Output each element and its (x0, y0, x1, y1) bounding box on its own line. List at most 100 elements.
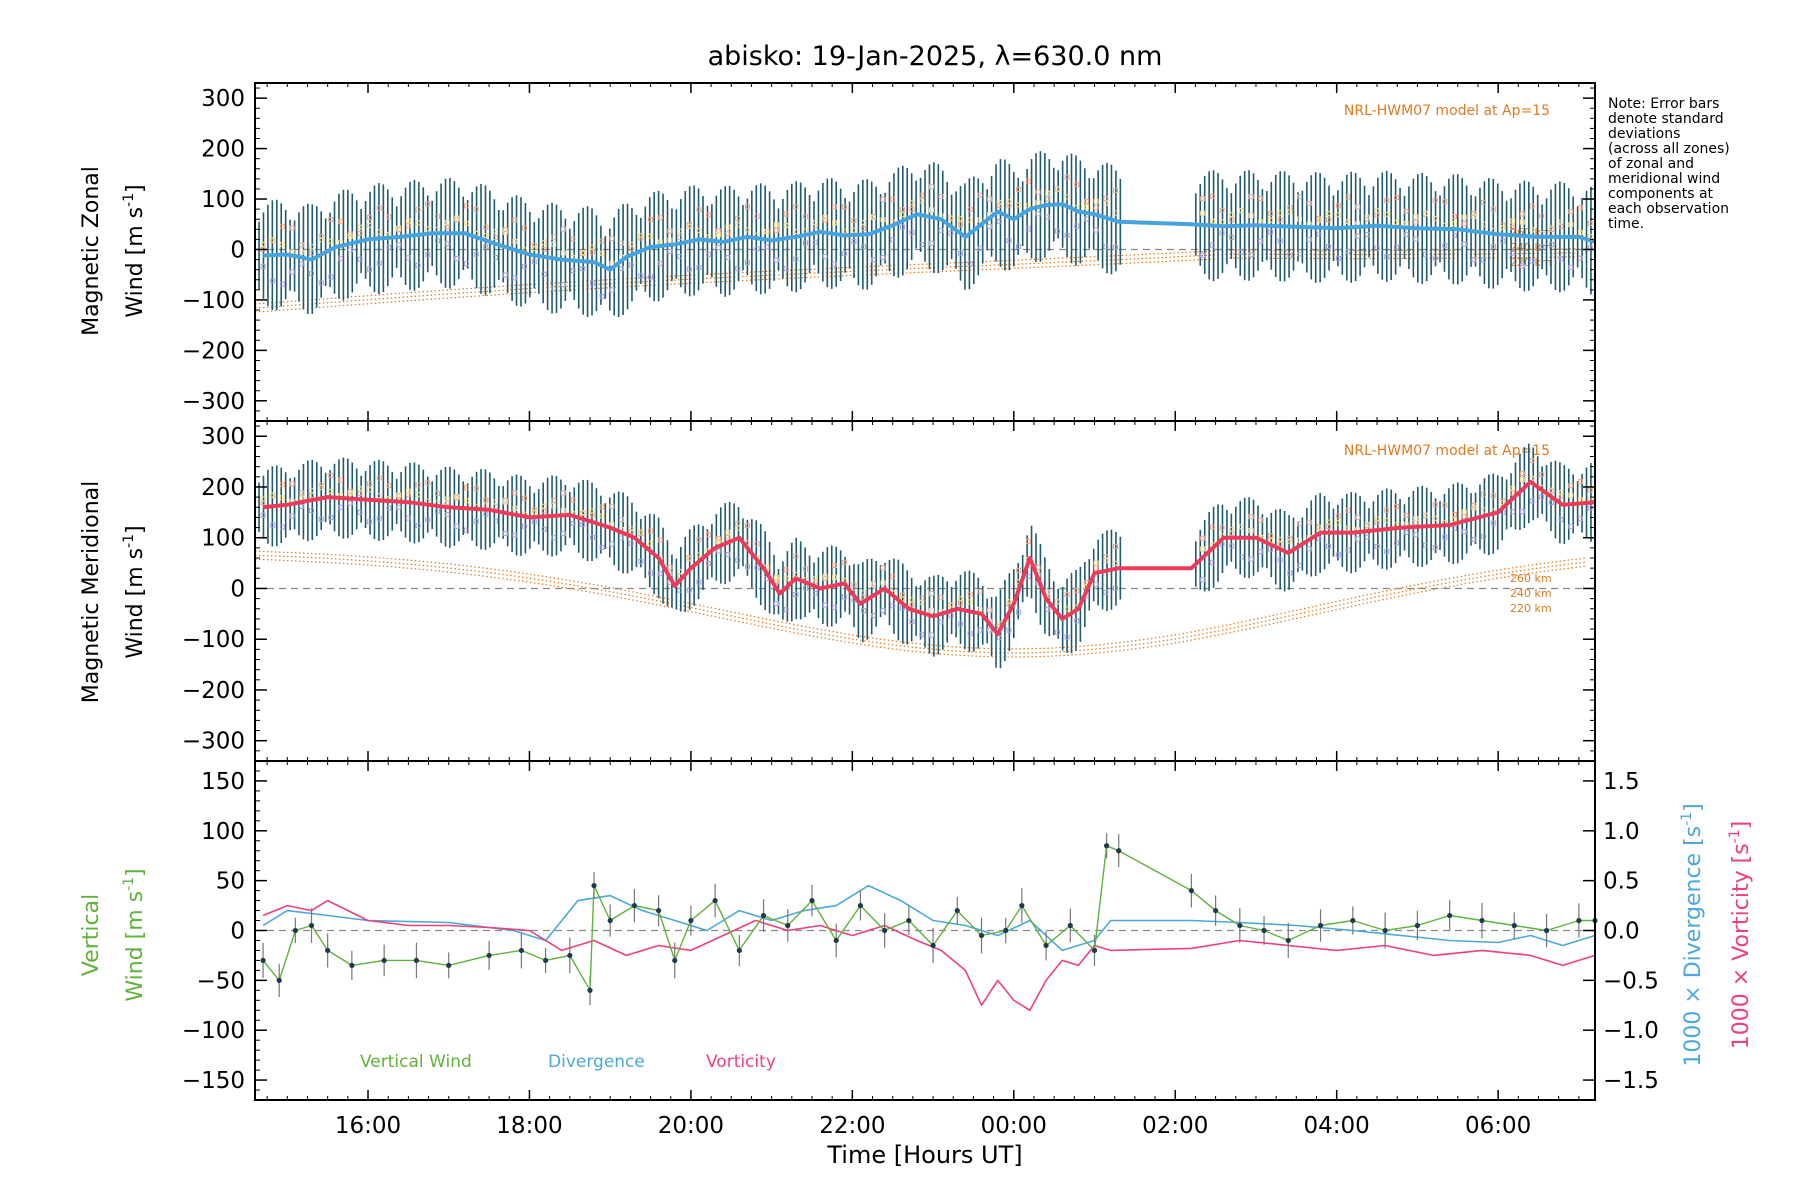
zonal-scatter-point (1558, 224, 1564, 230)
zonal-scatter-point (928, 207, 934, 213)
zonal-scatter-point (1297, 194, 1303, 200)
meridional-scatter-point (928, 591, 934, 597)
meridional-scatter-point (1064, 592, 1070, 598)
zonal-scatter-point (1113, 210, 1119, 216)
zonal-scatter-point (1539, 244, 1545, 250)
meridional-scatter-point (841, 559, 847, 565)
zonal-ylabel-end: ] (123, 184, 148, 193)
meridional-scatter-point (396, 492, 402, 498)
zonal-scatter-point (948, 230, 954, 236)
zonal-scatter-point (309, 244, 315, 250)
meridional-scatter-point (628, 541, 634, 547)
vertical-wind-point (1237, 922, 1243, 929)
zonal-scatter-point (715, 245, 721, 251)
meridional-scatter-point (522, 523, 528, 529)
meridional-scatter-point (570, 497, 576, 503)
zonal-scatter-point (1442, 199, 1448, 205)
meridional-scatter-point (861, 590, 867, 596)
meridional-scatter-point (812, 579, 818, 585)
zonal-scatter-point (483, 232, 489, 238)
zonal-scatter-point (531, 242, 537, 248)
meridional-scatter-point (648, 528, 654, 534)
zonal-scatter-point (328, 216, 334, 222)
meridional-scatter-point (338, 504, 344, 510)
zonal-scatter-point (754, 213, 760, 219)
zonal-scatter-point (1267, 211, 1273, 217)
zonal-scatter-point (638, 273, 644, 279)
meridional-scatter-point (1335, 513, 1341, 519)
meridional-scatter-point (618, 535, 624, 541)
meridional-scatter-point (493, 518, 499, 524)
meridional-scatter-point (1287, 535, 1293, 541)
meridional-model-curve (254, 558, 1587, 658)
meridional-panel: Magnetic Meridional Wind [m s-1] NRL-HWM… (79, 420, 1596, 762)
zonal-scatter-point (880, 255, 886, 261)
meridional-model-altitude-label: 220 km (1510, 602, 1552, 615)
zonal-scatter-point (851, 217, 857, 223)
zonal-scatter-point (299, 249, 305, 255)
zonal-scatter-point (338, 218, 344, 224)
zonal-scatter-point (473, 206, 479, 212)
zonal-scatter-point (463, 261, 469, 267)
zonal-scatter-point (667, 228, 673, 234)
vertical-wind-point (381, 957, 387, 964)
meridional-scatter-point (512, 505, 518, 511)
zonal-scatter-point (657, 215, 663, 221)
meridional-scatter-point (1577, 516, 1583, 522)
meridional-scatter-point (1335, 552, 1341, 558)
zonal-scatter-point (580, 250, 586, 256)
meridional-scatter-point (405, 515, 411, 521)
meridional-scatter-point (1093, 560, 1099, 566)
meridional-scatter-point (551, 497, 557, 503)
zonal-scatter-point (1577, 205, 1583, 211)
meridional-scatter-point (1093, 565, 1099, 571)
zonal-scatter-point (1384, 198, 1390, 204)
zonal-scatter-point (870, 257, 876, 263)
meridional-scatter-point (1442, 502, 1448, 508)
vertical-ylabel-sup: -1 (121, 877, 137, 891)
meridional-scatter-point (638, 558, 644, 564)
meridional-scatter-point (1113, 544, 1119, 550)
zonal-scatter-point (1238, 208, 1244, 214)
meridional-ylabel-main: Wind [m s (123, 548, 148, 659)
zonal-scatter-point (493, 235, 499, 241)
meridional-scatter-point (415, 523, 421, 529)
zonal-scatter-point (1577, 230, 1583, 236)
meridional-scatter-point (1548, 487, 1554, 493)
meridional-scatter-point (1452, 525, 1458, 531)
meridional-scatter-point (890, 603, 896, 609)
zonal-scatter-point (551, 285, 557, 291)
vertical-wind-point (1003, 927, 1009, 934)
meridional-scatter-point (1413, 532, 1419, 538)
zonal-scatter-point (357, 256, 363, 262)
meridional-scatter-point (1471, 536, 1477, 542)
zonal-ylabel-main: Wind [m s (123, 207, 148, 318)
meridional-scatter-point (967, 631, 973, 637)
meridional-scatter-point (279, 495, 285, 501)
zonal-scatter-point (783, 211, 789, 217)
zonal-scatter-point (1393, 194, 1399, 200)
zonal-scatter-point (987, 223, 993, 229)
zonal-scatter-point (1306, 200, 1312, 206)
zonal-scatter-point (1452, 213, 1458, 219)
meridional-scatter-point (318, 516, 324, 522)
vertical-wind-point (292, 927, 298, 934)
meridional-scatter-point (1587, 505, 1593, 511)
zonal-scatter-point (260, 241, 266, 247)
zonal-scatter-point (880, 197, 886, 203)
zonal-scatter-point (803, 214, 809, 220)
zonal-scatter-point (522, 263, 528, 269)
zonal-scatter-point (463, 220, 469, 226)
meridional-scatter-point (1374, 543, 1380, 549)
meridional-ylabel-sup: -1 (121, 534, 137, 548)
zonal-scatter-point (1422, 210, 1428, 216)
meridional-scatter-point (773, 575, 779, 581)
vertical-panel: Vertical Wind [m s-1] 1000 × Divergence … (79, 760, 1754, 1169)
divergence-y2label-end: ] (1681, 803, 1706, 812)
meridional-scatter-point (483, 511, 489, 517)
y2-tick-label: 0.0 (1603, 919, 1640, 945)
zonal-scatter-point (764, 228, 770, 234)
meridional-scatter-point (357, 509, 363, 515)
vertical-wind-point (518, 947, 524, 954)
meridional-scatter-point (1481, 533, 1487, 539)
